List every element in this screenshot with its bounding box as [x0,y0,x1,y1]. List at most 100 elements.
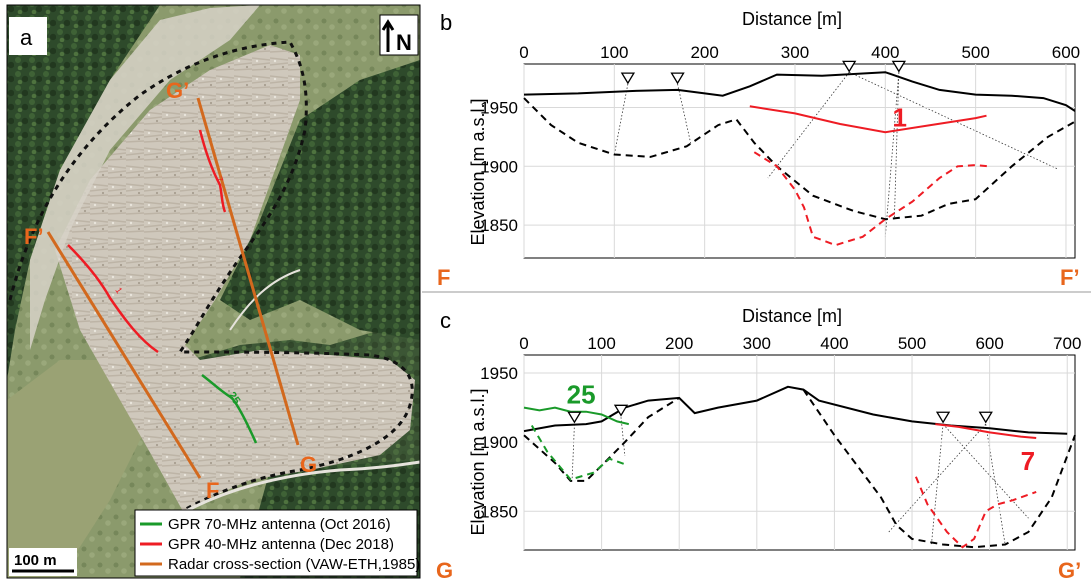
gpr-profile-25-map [201,374,258,444]
ray-path-line [888,423,987,533]
y-tick-label: 1850 [480,216,518,235]
series-line-0 [523,71,1076,112]
x-tick-label: 200 [690,43,718,62]
rock-glacier-surface [55,45,415,515]
series-line-2 [749,105,987,134]
road [169,460,421,522]
panel-b-left-end: F [437,265,450,290]
measurement-marker [891,60,907,73]
series-line-6 [914,476,1037,549]
y-tick-label: 1950 [480,364,518,383]
legend-label-0: GPR 70-MHz antenna (Oct 2016) [168,516,391,533]
x-tick-label: 500 [961,43,989,62]
point-label-f-prime: F’ [24,224,44,249]
point-label-g-prime: G’ [166,78,189,103]
panel-c-profile-label-7: 7 [1021,446,1035,476]
map-profile-label-7: 7 [214,175,225,183]
panel-c-xlabel: Distance [m] [742,306,842,326]
series-line-1 [523,97,1076,221]
panel-b-profile-label-1: 1 [893,102,907,132]
trail [229,269,301,331]
ray-path-line [677,83,692,146]
panel-c: c Distance [m] Elevation [m a.s.l.] 0 100… [436,306,1081,580]
gpr-profile-7-map [198,129,227,213]
talus-band [30,5,260,350]
x-tick-label: 600 [1052,43,1080,62]
rock-glacier-outline [8,40,414,517]
gpr-profile-1-map [67,244,159,354]
panel-c-ylabel: Elevation [m a.s.l.] [468,388,488,535]
map-frame [6,4,421,579]
x-tick-label: 700 [1053,334,1081,353]
cross-section-f-line [46,231,202,479]
measurement-marker [978,411,993,424]
point-label-g: G [300,452,317,477]
measurement-marker [620,72,636,85]
ray-path-line [931,424,944,545]
x-tick-label: 100 [587,334,615,353]
forest-upper-left [7,5,160,380]
panel-b-letter: b [440,10,452,35]
north-arrow-icon [381,19,395,52]
y-tick-label: 1900 [480,157,518,176]
measurement-marker [842,60,857,73]
ray-path-line [620,417,626,456]
ray-path-line [893,72,900,220]
panel-b-ylabel: Elevation [m a.s.l.] [468,98,488,245]
series-line-0 [523,385,1068,435]
cross-section-g-line [196,97,300,446]
ray-path-line [942,423,1029,519]
y-tick-label: 1950 [480,99,518,118]
series-line-5 [935,423,1037,439]
panel-a-letter: a [20,25,33,50]
panel-c-left-end: G [436,558,453,580]
x-tick-label: 500 [898,334,926,353]
series-line-2 [802,389,1076,549]
series-line-4 [530,424,626,481]
map-legend [134,509,418,577]
panel-c-right-end: G’ [1058,558,1081,580]
x-tick-label: 0 [519,334,528,353]
x-tick-label: 200 [665,334,693,353]
panel-b: b Distance [m] Elevation [m a.s.l.] 0 100… [437,9,1080,290]
ray-path-line [884,72,900,237]
measurement-marker [935,411,951,424]
panel-a-map: 7 1 25 G’ F’ G F a N 100 m GPR 70-MHz an… [6,4,421,579]
panel-a-letter-box [9,17,47,55]
legend-label-1: GPR 40-MHz antenna (Dec 2018) [168,536,394,553]
scale-bar-label: 100 m [14,552,57,569]
plot-c-frame [523,354,1076,551]
measurement-marker [613,404,629,417]
panel-c-letter: c [440,308,451,333]
x-tick-label: 100 [600,43,628,62]
x-tick-label: 400 [820,334,848,353]
panel-b-xlabel: Distance [m] [742,9,842,29]
ray-path-line [985,424,1006,545]
point-label-f: F [206,478,219,503]
series-line-3 [753,151,990,247]
north-label: N [396,30,412,55]
ray-path-line [571,424,575,480]
forest-right [220,60,420,340]
x-tick-label: 600 [975,334,1003,353]
map-profile-label-1: 1 [113,285,124,295]
x-tick-label: 300 [743,334,771,353]
north-arrow-box [379,14,419,56]
ray-path-line [613,83,629,155]
map-profile-label-25: 25 [226,390,243,407]
panel-b-plot: 0 100 200 300 400 500 600 1950 1900 1850 1 [480,43,1080,259]
y-tick-label: 1850 [480,502,518,521]
x-tick-label: 400 [871,43,899,62]
legend-label-2: Radar cross-section (VAW-ETH,1985) [168,556,420,573]
panel-b-right-end: F’ [1060,265,1080,290]
measurement-marker [670,72,685,85]
ray-path-line [767,71,850,179]
y-tick-label: 1900 [480,433,518,452]
ray-path-line [849,71,1058,170]
x-tick-label: 300 [781,43,809,62]
panel-c-plot: 0 100 200 300 400 500 600 700 1950 1900 1850 25 7 [480,334,1081,551]
meadow-lower-left [7,360,150,578]
panel-c-profile-label-25: 25 [567,379,596,409]
measurement-marker [567,411,582,424]
